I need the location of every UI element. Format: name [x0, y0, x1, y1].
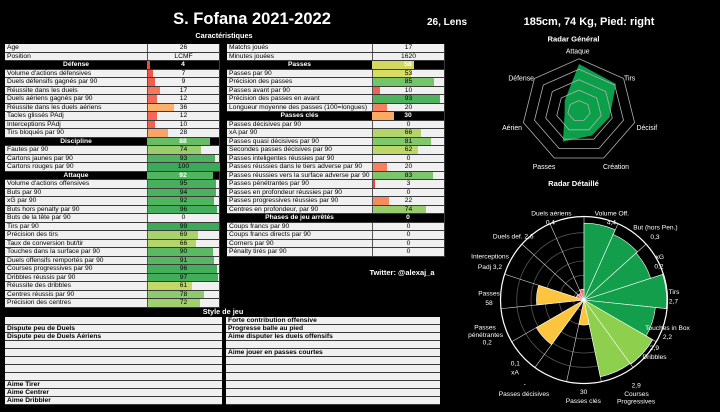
svg-text:Radar Détaillé: Radar Détaillé: [548, 179, 599, 188]
svg-text:30: 30: [580, 389, 588, 396]
svg-text:Duels def. 2,6: Duels def. 2,6: [493, 234, 534, 241]
svg-text:0,1: 0,1: [511, 361, 520, 368]
svg-text:0,3: 0,3: [650, 234, 659, 241]
svg-text:Création: Création: [603, 164, 629, 171]
svg-text:Padj 3,2: Padj 3,2: [478, 264, 503, 271]
svg-text:Passes: Passes: [533, 164, 556, 171]
svg-text:Touches in Box: Touches in Box: [645, 325, 690, 332]
svg-text:Passes décisives: Passes décisives: [499, 391, 550, 398]
svg-text:4,4: 4,4: [607, 220, 616, 227]
svg-text:Tirs: Tirs: [669, 289, 680, 296]
svg-text:0,2: 0,2: [483, 340, 492, 347]
svg-text:Passes clés: Passes clés: [566, 398, 602, 405]
svg-text:xG: xG: [656, 254, 664, 261]
svg-text:Volume Off.: Volume Off.: [595, 211, 629, 218]
svg-text:Interceptions: Interceptions: [471, 254, 509, 261]
svg-text:0,4: 0,4: [546, 220, 555, 227]
svg-text:Progressives: Progressives: [617, 399, 656, 406]
svg-text:Radar Général: Radar Général: [548, 35, 600, 44]
svg-text:2,9: 2,9: [632, 383, 641, 390]
svg-text:Dribbles: Dribbles: [642, 354, 667, 361]
svg-text:xA: xA: [511, 369, 519, 376]
svg-text:Duels aériens: Duels aériens: [531, 210, 572, 217]
svg-text:Passes: Passes: [474, 324, 496, 331]
svg-text:Courses: Courses: [624, 391, 649, 398]
svg-text:2,7: 2,7: [669, 299, 678, 306]
svg-text:0,2: 0,2: [654, 264, 663, 271]
svg-text:2,2: 2,2: [663, 334, 672, 341]
svg-text:-: -: [524, 381, 526, 388]
svg-text:Défense: Défense: [508, 76, 534, 83]
svg-text:Aérien: Aérien: [502, 125, 522, 132]
svg-text:2,9: 2,9: [650, 345, 659, 352]
svg-text:pénétrantes: pénétrantes: [468, 332, 504, 339]
svg-text:Attaque: Attaque: [566, 49, 590, 56]
svg-text:Passes: Passes: [478, 290, 500, 297]
svg-text:But (hors Pen.): But (hors Pen.): [633, 225, 677, 232]
svg-text:Décisif: Décisif: [637, 125, 658, 132]
svg-text:58: 58: [485, 300, 493, 307]
svg-text:Tirs: Tirs: [624, 76, 636, 83]
